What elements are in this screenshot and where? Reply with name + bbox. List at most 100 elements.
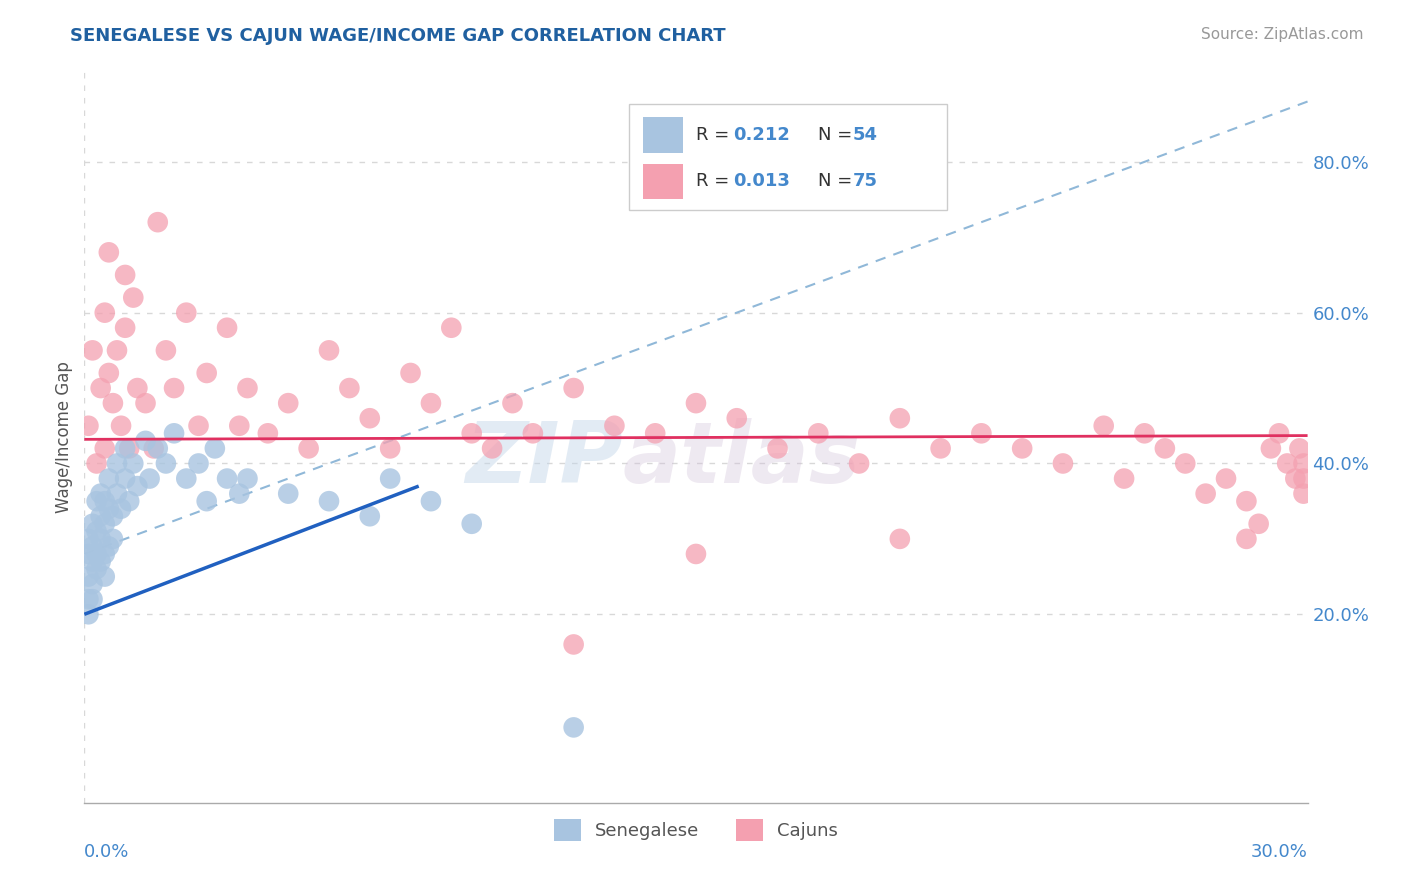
- Point: [318, 494, 340, 508]
- Text: Source: ZipAtlas.com: Source: ZipAtlas.com: [1201, 27, 1364, 42]
- Point: [86, 457, 108, 471]
- Point: [77, 607, 100, 622]
- Point: [163, 426, 186, 441]
- Point: [86, 494, 108, 508]
- Y-axis label: Wage/Income Gap: Wage/Income Gap: [55, 361, 73, 513]
- Point: [174, 471, 197, 485]
- Point: [1260, 442, 1282, 456]
- Point: [135, 396, 157, 410]
- Point: [110, 501, 132, 516]
- Point: [562, 720, 585, 734]
- Point: [461, 426, 484, 441]
- Point: [1011, 442, 1033, 456]
- Point: [685, 396, 707, 410]
- Point: [461, 516, 484, 531]
- Point: [82, 343, 104, 358]
- Point: [114, 320, 136, 334]
- Point: [97, 501, 120, 516]
- Text: ZIP: ZIP: [465, 417, 623, 500]
- Point: [127, 479, 149, 493]
- Point: [1292, 457, 1315, 471]
- Point: [122, 457, 145, 471]
- Point: [97, 540, 120, 554]
- Point: [163, 381, 186, 395]
- Point: [257, 426, 280, 441]
- Point: [93, 569, 115, 583]
- Point: [174, 306, 197, 320]
- Point: [236, 381, 259, 395]
- FancyBboxPatch shape: [628, 104, 946, 211]
- Point: [725, 411, 748, 425]
- Point: [380, 442, 402, 456]
- Point: [90, 381, 112, 395]
- Point: [1236, 532, 1258, 546]
- Point: [105, 457, 128, 471]
- Point: [380, 471, 402, 485]
- Text: 0.0%: 0.0%: [84, 843, 129, 861]
- Point: [82, 554, 104, 568]
- Text: 54: 54: [852, 126, 877, 144]
- Point: [502, 396, 524, 410]
- Point: [90, 486, 112, 500]
- Point: [298, 442, 321, 456]
- Point: [848, 457, 870, 471]
- Point: [101, 396, 124, 410]
- Point: [90, 554, 112, 568]
- Point: [77, 418, 100, 433]
- Point: [1052, 457, 1074, 471]
- Point: [1195, 486, 1218, 500]
- Point: [217, 471, 239, 485]
- Point: [1154, 442, 1177, 456]
- Point: [1236, 494, 1258, 508]
- Point: [82, 540, 104, 554]
- Point: [105, 343, 128, 358]
- Point: [420, 494, 443, 508]
- FancyBboxPatch shape: [644, 118, 682, 153]
- Point: [187, 457, 209, 471]
- Point: [187, 418, 209, 433]
- Text: R =: R =: [696, 126, 735, 144]
- Point: [1277, 457, 1299, 471]
- Text: 0.212: 0.212: [733, 126, 790, 144]
- Point: [195, 494, 218, 508]
- Point: [217, 320, 239, 334]
- Point: [603, 418, 626, 433]
- Text: N =: N =: [818, 126, 858, 144]
- Point: [889, 532, 911, 546]
- Point: [105, 486, 128, 500]
- Point: [440, 320, 463, 334]
- Text: 75: 75: [852, 172, 877, 190]
- Point: [77, 569, 100, 583]
- Point: [86, 524, 108, 539]
- Point: [77, 532, 100, 546]
- Point: [1092, 418, 1115, 433]
- Point: [122, 291, 145, 305]
- Point: [138, 471, 160, 485]
- Point: [97, 366, 120, 380]
- Point: [155, 343, 177, 358]
- Point: [82, 592, 104, 607]
- Point: [204, 442, 226, 456]
- Point: [481, 442, 503, 456]
- Point: [889, 411, 911, 425]
- Point: [114, 268, 136, 282]
- Point: [807, 426, 830, 441]
- Point: [146, 442, 169, 456]
- Point: [93, 442, 115, 456]
- Point: [93, 516, 115, 531]
- Point: [1215, 471, 1237, 485]
- Point: [228, 486, 250, 500]
- Point: [1114, 471, 1136, 485]
- Point: [420, 396, 443, 410]
- Text: 30.0%: 30.0%: [1251, 843, 1308, 861]
- Point: [77, 547, 100, 561]
- Point: [90, 509, 112, 524]
- Point: [90, 532, 112, 546]
- Point: [277, 396, 299, 410]
- Point: [93, 306, 115, 320]
- Point: [110, 418, 132, 433]
- Point: [93, 547, 115, 561]
- FancyBboxPatch shape: [644, 163, 682, 199]
- Point: [97, 245, 120, 260]
- Point: [685, 547, 707, 561]
